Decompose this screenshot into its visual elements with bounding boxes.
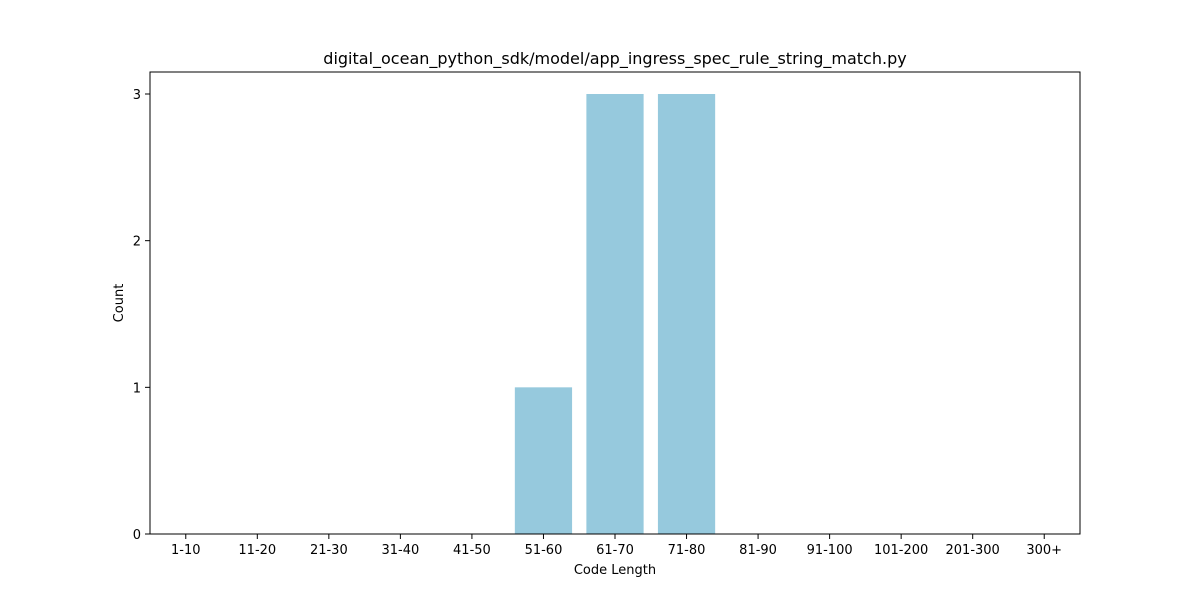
bar-61-70 (586, 94, 644, 534)
y-tick-label: 2 (133, 235, 141, 250)
chart-title: digital_ocean_python_sdk/model/app_ingre… (323, 49, 906, 69)
bar-71-80 (657, 94, 716, 534)
x-axis-label: Code Length (574, 563, 656, 578)
x-tick-label: 300+ (1026, 543, 1062, 558)
y-tick-label: 1 (133, 381, 141, 396)
y-tick-label: 0 (133, 528, 141, 543)
x-tick-label: 81-90 (739, 543, 777, 558)
x-tick-label: 11-20 (238, 543, 276, 558)
plot-frame (149, 71, 1081, 535)
x-axis-ticks: 1-10 11-20 21-30 31-40 41-50 51-60 61-70 71-80 8… (171, 534, 1062, 558)
bars-layer (514, 94, 716, 534)
y-axis-label: Count (112, 284, 127, 323)
x-tick-label: 1-10 (171, 543, 201, 558)
x-tick-label: 91-100 (807, 543, 853, 558)
bar-51-60 (514, 387, 573, 534)
x-tick-label: 31-40 (381, 543, 419, 558)
x-tick-label: 101-200 (874, 543, 928, 558)
y-tick-label: 3 (133, 88, 141, 103)
x-tick-label: 51-60 (525, 543, 563, 558)
x-tick-label: 41-50 (453, 543, 491, 558)
x-tick-label: 71-80 (668, 543, 706, 558)
x-tick-label: 21-30 (310, 543, 348, 558)
y-axis-ticks: 0 1 2 3 (133, 88, 150, 543)
x-tick-label: 201-300 (946, 543, 1000, 558)
x-tick-label: 61-70 (596, 543, 634, 558)
